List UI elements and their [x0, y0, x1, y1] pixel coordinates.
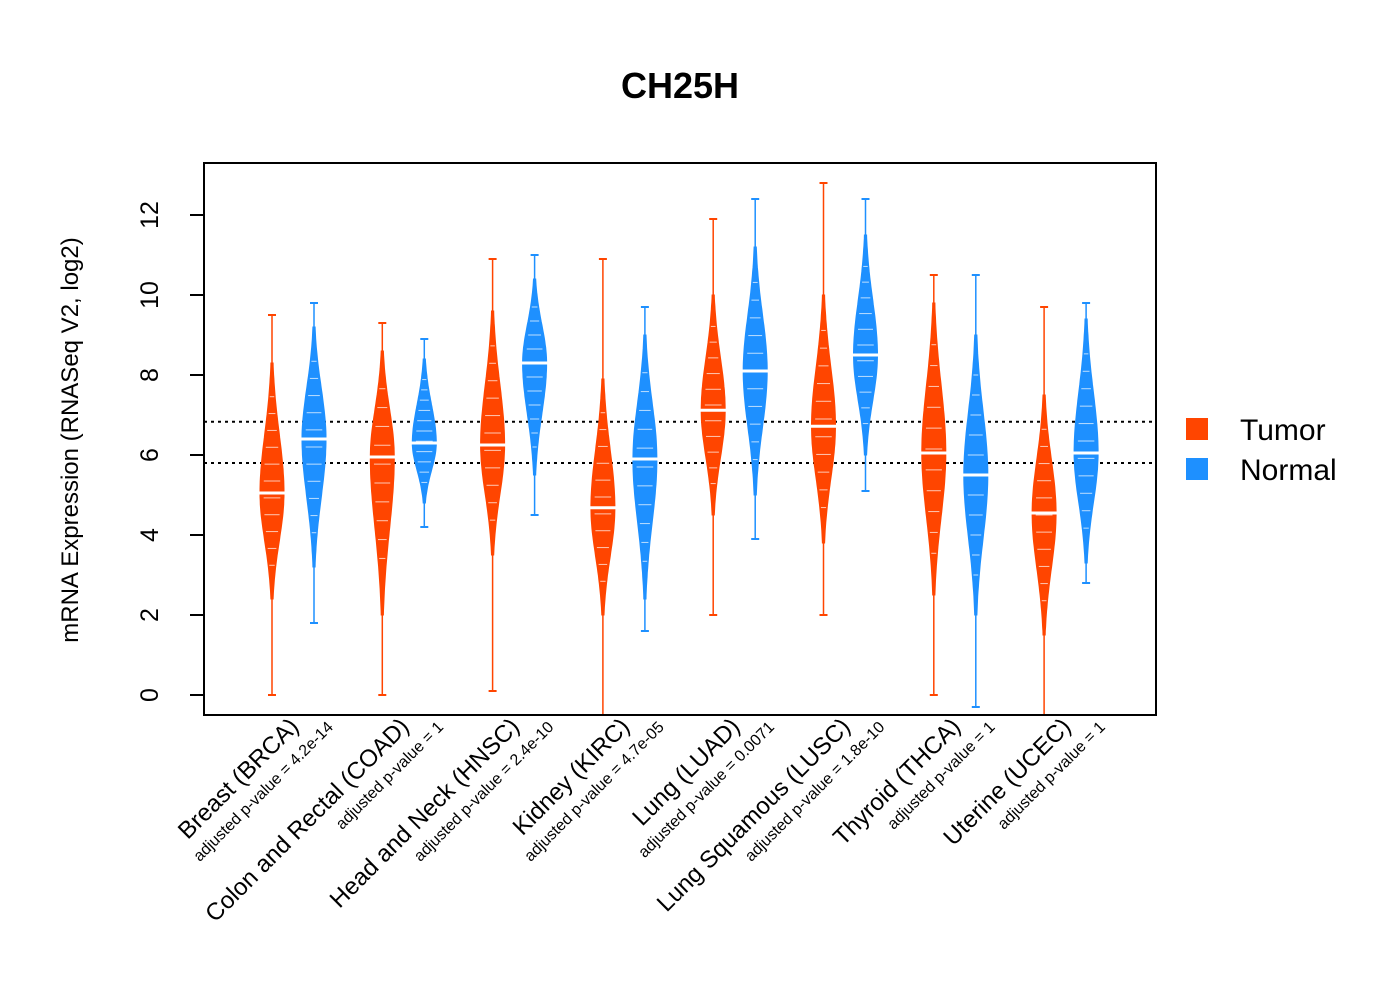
legend-label-normal: Normal	[1240, 454, 1337, 487]
y-tick-label: 4	[136, 528, 164, 542]
chart-title: CH25H	[621, 65, 739, 106]
violin-normal	[521, 254, 548, 516]
plot-frame	[203, 162, 1157, 716]
y-tick-label: 0	[136, 688, 164, 702]
violin-normal	[1073, 302, 1100, 584]
reference-lines	[204, 420, 1156, 464]
violin-normal	[631, 306, 658, 632]
y-axis-label: mRNA Expression (RNASeq V2, log2)	[57, 237, 84, 643]
violin-tumor	[1031, 306, 1058, 716]
violin-normal	[852, 198, 879, 492]
y-tick-label: 12	[136, 201, 164, 229]
violin-tumor	[589, 258, 616, 716]
violins	[259, 182, 1100, 716]
x-axis-labels: Breast (BRCA)adjusted p-value = 4.2e-14C…	[173, 713, 1109, 927]
violin-normal	[301, 302, 327, 624]
violin-tumor	[369, 322, 396, 696]
y-tick-label: 10	[136, 281, 164, 309]
violin-normal	[411, 338, 438, 528]
legend-swatch-normal	[1186, 458, 1208, 480]
violin-normal	[742, 198, 769, 540]
y-axis: 0 2 4 6 8 10 12	[136, 201, 204, 702]
legend: Tumor Normal	[1186, 414, 1337, 487]
violin-tumor	[479, 258, 506, 692]
y-tick-label: 6	[136, 448, 164, 462]
legend-label-tumor: Tumor	[1240, 414, 1326, 447]
y-tick-label: 8	[136, 368, 164, 382]
y-tick-label: 2	[136, 608, 164, 622]
violin-tumor	[920, 274, 947, 696]
legend-swatch-tumor	[1186, 418, 1208, 440]
violin-tumor	[810, 182, 837, 616]
violin-tumor	[259, 314, 285, 696]
violin-tumor	[700, 218, 727, 616]
violin-normal	[962, 274, 989, 708]
